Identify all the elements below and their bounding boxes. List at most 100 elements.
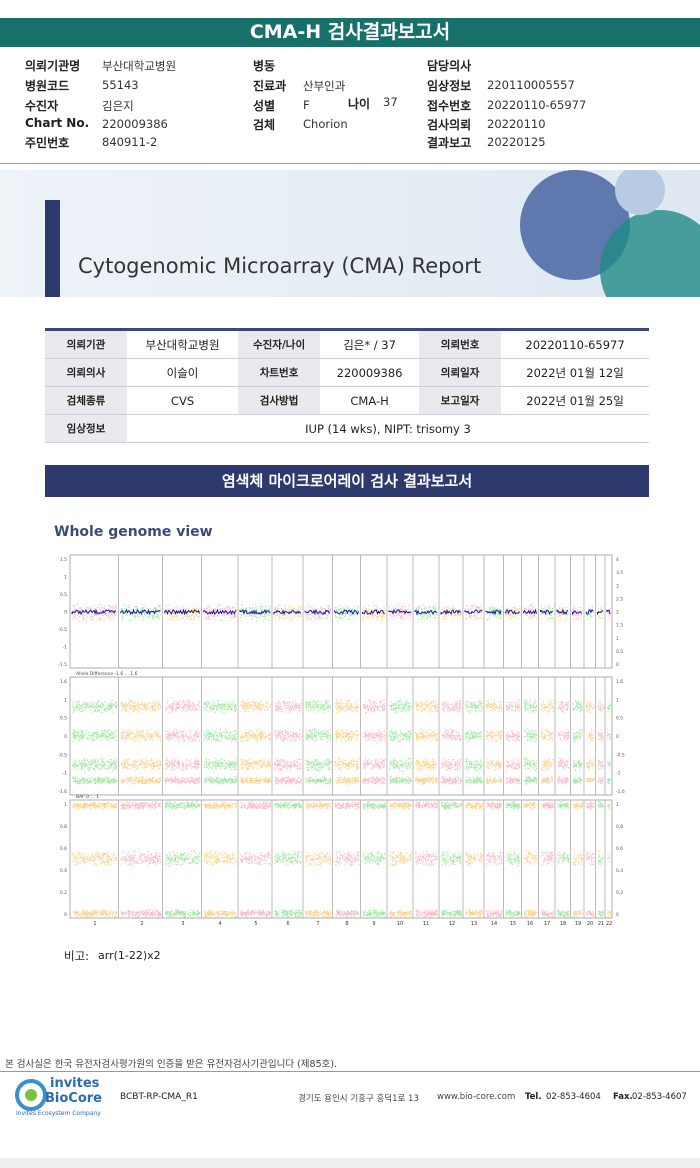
y2-tick-label: 3 [616, 583, 619, 589]
signal-dots [524, 776, 538, 785]
signal-dots [240, 801, 271, 810]
table-cell: 2022년 01월 12일 [501, 358, 649, 387]
info-label: 검체 [253, 118, 276, 132]
signal-dots [465, 851, 483, 867]
y2-tick-label: 1 [616, 802, 619, 808]
signal-dots [505, 758, 521, 771]
bottom-band [0, 1158, 700, 1168]
y-tick-label: 0.8 [60, 824, 67, 830]
tel-label: Tel. [525, 1092, 542, 1102]
chrom-label: 4 [218, 921, 221, 927]
signal-dots [203, 700, 237, 714]
y-tick-label: 1.6 [60, 679, 67, 685]
signal-dots [362, 604, 386, 622]
signal-dots [305, 699, 332, 714]
signal-dots [305, 801, 332, 810]
info-label: 의뢰기관명 [25, 59, 81, 73]
chrom-label: 13 [471, 921, 477, 927]
y2-tick-label: -0.5 [616, 752, 625, 758]
y-tick-label: -1.5 [58, 662, 67, 668]
signal-dots [441, 728, 462, 742]
y2-tick-label: -1 [616, 771, 621, 777]
signal-dots [362, 729, 386, 743]
y2-tick-label: 2 [616, 610, 619, 616]
signal-dots [120, 604, 162, 622]
y2-tick-label: 1.5 [616, 623, 623, 629]
y-tick-label: 0.4 [60, 868, 67, 874]
signal-dots [203, 801, 237, 810]
signal-dots [505, 605, 521, 620]
signal-dots [240, 909, 271, 918]
signal-dots [523, 850, 538, 866]
signal-dots [165, 728, 200, 743]
chrom-label: 8 [345, 921, 348, 927]
signal-dots [362, 757, 386, 770]
signal-dots [597, 699, 604, 712]
y2-tick-label: 4 [616, 557, 619, 563]
info-label: 수진자 [25, 99, 59, 113]
signal-dots [607, 778, 611, 785]
info-value: 37 [383, 95, 398, 109]
signal-dots [465, 700, 483, 714]
info-label: 진료과 [253, 79, 287, 93]
table-label: 검체종류 [45, 386, 127, 415]
chrom-label: 1 [93, 921, 96, 927]
footer-notice: 본 검사실은 한국 유전자검사평가원의 인증을 받은 유전자검사기관입니다 (제… [5, 1059, 338, 1070]
log-ratio-line [120, 608, 161, 615]
signal-dots [389, 699, 412, 714]
y-tick-label: -1 [63, 771, 68, 777]
signal-dots [164, 801, 201, 810]
signal-dots [524, 603, 538, 621]
signal-dots [486, 801, 503, 810]
y-tick-label: -1 [63, 645, 68, 651]
signal-dots [274, 801, 302, 810]
signal-dots [362, 851, 386, 866]
signal-dots [441, 909, 462, 918]
signal-dots [597, 760, 604, 770]
signal-dots [334, 699, 360, 713]
y-tick-label: 1 [64, 697, 67, 703]
signal-dots [465, 802, 483, 810]
y-tick-label: 0.2 [60, 890, 67, 896]
table-label: 임상정보 [45, 414, 127, 443]
logo-text: invites [50, 1076, 100, 1091]
signal-dots [389, 776, 412, 785]
y2-tick-label: -1.6 [616, 789, 625, 795]
y2-tick-label: 2.5 [616, 596, 623, 602]
signal-dots [465, 603, 483, 620]
y2-tick-label: 3.5 [616, 570, 623, 576]
y-tick-label: 0 [64, 734, 67, 740]
log-ratio-line [414, 609, 438, 616]
signal-dots [523, 728, 538, 743]
signal-dots [72, 909, 117, 918]
y2-tick-label: 1 [616, 697, 619, 703]
signal-dots [465, 730, 482, 742]
table-cell: 2022년 01월 25일 [501, 386, 649, 415]
info-value: 20220110 [487, 117, 546, 131]
table-row: 임상정보 IUP (14 wks), NIPT: trisomy 3 [45, 414, 649, 443]
signal-dots [540, 699, 554, 714]
log-ratio-line [273, 609, 301, 616]
signal-dots [557, 909, 570, 917]
table-label: 보고일자 [419, 386, 502, 415]
log-ratio-line [388, 608, 412, 615]
signal-dots [389, 730, 412, 742]
signal-dots [597, 777, 604, 785]
signal-dots [362, 801, 386, 810]
log-ratio-line [239, 608, 271, 616]
signal-dots [505, 776, 521, 785]
remark-value: arr(1-22)x2 [98, 949, 161, 962]
log-ratio-line [556, 608, 569, 616]
signal-dots [540, 909, 554, 918]
banner: Cytogenomic Microarray (CMA) Report [0, 170, 700, 297]
signal-dots [597, 801, 604, 808]
signal-dots [335, 729, 360, 743]
signal-dots [572, 759, 583, 772]
summary-table: 의뢰기관 부산대학교병원 수진자/나이 김은* / 37 의뢰번호 20220110-65… [45, 328, 649, 443]
log-ratio-line [572, 610, 582, 616]
table-row: 의뢰의사 이슬이 차트번호 220009386 의뢰일자 2022년 01월 12일 [45, 358, 649, 387]
accent [45, 200, 60, 297]
signal-dots [505, 909, 521, 918]
y-tick-label: -0.5 [58, 627, 67, 633]
